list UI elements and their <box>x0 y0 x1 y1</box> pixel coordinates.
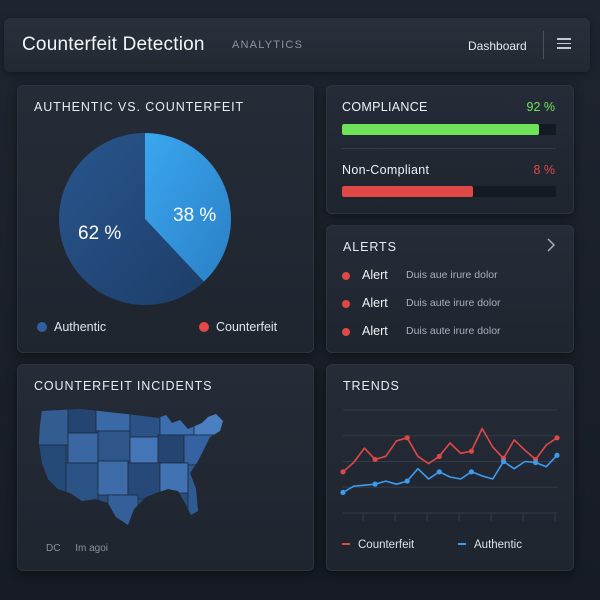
trend-point-counterfeit <box>436 453 442 459</box>
counterfeit-line-swatch <box>342 543 350 545</box>
trend-point-counterfeit <box>340 469 346 475</box>
alert-dot-icon <box>342 272 350 280</box>
compliance-bar-fill <box>342 124 539 135</box>
alerts-title: ALERTS <box>343 240 397 254</box>
trend-legend-authentic-label: Authentic <box>474 539 522 551</box>
trend-point-authentic <box>554 452 560 458</box>
authentic-vs-counterfeit-card: AUTHENTIC VS. COUNTERFEIT 62 % 38 % Auth… <box>17 85 314 353</box>
counterfeit-pie-label: 38 % <box>173 205 216 226</box>
trend-point-counterfeit <box>554 435 560 441</box>
trend-legend-counterfeit: Counterfeit <box>342 539 414 551</box>
map-footer-right: Im agoi <box>75 543 109 554</box>
app-subtitle: ANALYTICS <box>232 39 304 51</box>
legend-authentic-label: Authentic <box>54 320 107 334</box>
compliance-divider <box>342 148 556 149</box>
pie-slice-authentic <box>59 133 204 305</box>
legend-authentic: Authentic <box>37 320 106 334</box>
trend-point-counterfeit <box>404 435 410 441</box>
legend-counterfeit-label: Counterfeit <box>216 320 278 334</box>
compliance-bar <box>342 124 556 135</box>
alert-name: Alert <box>362 296 388 310</box>
alerts-card: ALERTS Alert Duis aue irure dolor Alert … <box>326 225 574 353</box>
non-compliant-value: 8 % <box>533 163 555 177</box>
alert-item[interactable]: Alert Duis aue irure dolor <box>342 268 562 284</box>
trend-chart <box>340 409 560 521</box>
authentic-pie-label: 62 % <box>78 223 121 244</box>
trend-point-counterfeit <box>468 448 474 454</box>
trend-point-authentic <box>436 469 442 475</box>
header-divider <box>543 31 544 59</box>
trend-point-authentic <box>500 458 507 465</box>
pie-card-title: AUTHENTIC VS. COUNTERFEIT <box>34 100 245 114</box>
map-states <box>39 409 223 525</box>
trend-point-authentic <box>404 478 410 484</box>
alert-description: Duis aute irure dolor <box>406 297 501 309</box>
map-card-title: COUNTERFEIT INCIDENTS <box>34 379 213 393</box>
trends-title: TRENDS <box>343 379 400 393</box>
dashboard-link[interactable]: Dashboard <box>468 39 527 53</box>
alert-name: Alert <box>362 324 388 338</box>
chevron-right-icon[interactable] <box>545 238 557 252</box>
non-compliant-bar-fill <box>342 186 473 197</box>
hamburger-menu-icon[interactable] <box>557 38 571 50</box>
trend-line-counterfeit <box>342 427 558 473</box>
trends-card: TRENDS Counterfeit Authentic <box>326 364 574 571</box>
us-map <box>39 409 223 525</box>
alert-name: Alert <box>362 268 388 282</box>
alert-description: Duis aute irure dolor <box>406 325 501 337</box>
counterfeit-dot <box>199 322 209 332</box>
legend-counterfeit: Counterfeit <box>199 320 277 334</box>
compliance-title: COMPLIANCE <box>342 100 428 114</box>
alert-dot-icon <box>342 300 350 308</box>
app-title: Counterfeit Detection <box>22 34 205 55</box>
alert-item[interactable]: Alert Duis aute irure dolor <box>342 296 562 312</box>
non-compliant-label: Non-Compliant <box>342 163 430 177</box>
top-header: Counterfeit Detection ANALYTICS Dashboar… <box>4 18 590 72</box>
alert-item[interactable]: Alert Duis aute irure dolor <box>342 324 562 340</box>
authentic-line-swatch <box>458 543 466 545</box>
compliance-card: COMPLIANCE 92 % Non-Compliant 8 % <box>326 85 574 214</box>
counterfeit-incidents-card: COUNTERFEIT INCIDENTS <box>17 364 314 571</box>
trend-legend-authentic: Authentic <box>458 539 522 551</box>
trend-point-counterfeit <box>372 456 378 463</box>
alert-description: Duis aue irure dolor <box>406 269 498 281</box>
alert-dot-icon <box>342 328 350 336</box>
map-footer: DC Im agoi <box>46 543 108 554</box>
trend-point-authentic <box>533 459 539 466</box>
trend-line-authentic <box>342 454 558 494</box>
map-footer-left: DC <box>46 543 61 554</box>
trend-legend-counterfeit-label: Counterfeit <box>358 539 415 551</box>
non-compliant-bar <box>342 186 556 197</box>
trend-point-authentic <box>468 469 474 475</box>
compliance-value: 92 % <box>526 100 556 114</box>
trend-point-authentic <box>340 489 346 495</box>
authentic-dot <box>37 322 47 332</box>
pie-chart: 62 % 38 % <box>59 133 231 305</box>
pie-slice-counterfeit <box>145 133 231 282</box>
trend-point-authentic <box>372 481 378 487</box>
